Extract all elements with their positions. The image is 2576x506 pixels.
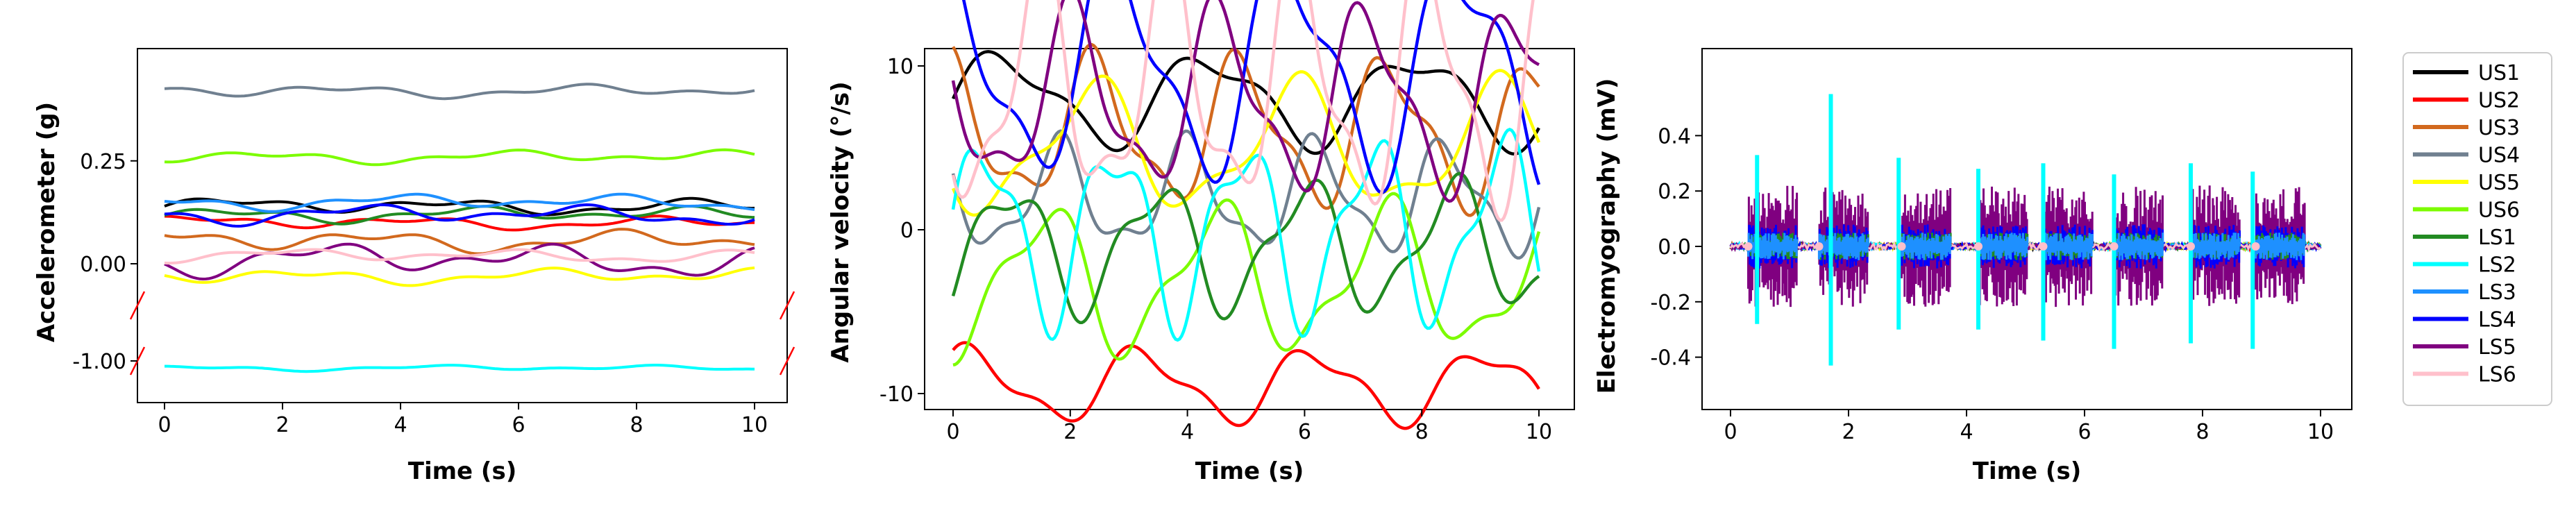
y-tick-label: 0.2 (1658, 180, 1691, 204)
legend-label-ls6: LS6 (2478, 363, 2516, 387)
legend-label-us2: US2 (2478, 89, 2520, 113)
y-axis-label: Electromyography (mV) (1593, 78, 1621, 394)
series-line-us1 (951, 50, 1540, 155)
y-tick-label: -1.00 (72, 350, 126, 374)
series-line-ls2 (951, 128, 1541, 342)
y-tick-label: -0.4 (1650, 346, 1691, 371)
emg-marker (2251, 242, 2260, 251)
legend-label-us6: US6 (2478, 199, 2520, 223)
series-line-ls1 (164, 204, 755, 226)
x-tick-label: 4 (394, 413, 407, 437)
x-tick-label: 2 (1063, 420, 1077, 444)
emg-marker (2187, 242, 2195, 251)
emg-marker (2110, 242, 2119, 251)
emg-marker (1815, 242, 1824, 251)
x-tick-label: 8 (2196, 420, 2209, 444)
x-axis-label: Time (s) (408, 457, 517, 485)
y-tick-label: 0 (900, 219, 914, 243)
axis-break-mark (779, 291, 795, 320)
x-tick-label: 4 (1181, 420, 1194, 444)
emg-bursts-ls3 (1747, 233, 2305, 260)
series-line-ls5 (951, 0, 1540, 203)
y-axis-label: Accelerometer (g) (33, 102, 60, 342)
x-tick-label: 0 (946, 420, 959, 444)
accelerometer-chart: 0 2 4 6 8 10 -1.00 0.00 0.25 Time (s) Acceleromete… (33, 48, 795, 485)
series-line-ls4 (164, 203, 755, 228)
y-tick-label: 10 (887, 55, 914, 79)
plot-frame (1701, 48, 2352, 410)
series-line-us6 (164, 148, 755, 167)
x-tick-label: 6 (2078, 420, 2091, 444)
emg-marker (2039, 242, 2048, 251)
legend-label-ls5: LS5 (2478, 335, 2516, 360)
series-line-us5 (164, 266, 755, 287)
series-line-us6 (952, 192, 1541, 367)
legend-label-ls3: LS3 (2478, 280, 2516, 305)
emg-marker (1897, 242, 1906, 251)
series-line-ls6 (164, 248, 755, 265)
legend-label-us5: US5 (2478, 171, 2520, 195)
plot-frame (137, 48, 788, 403)
series-line-ls1 (951, 171, 1540, 324)
x-tick-label: 4 (1960, 420, 1973, 444)
y-tick-label: 0.25 (80, 150, 126, 174)
axis-break-mark (129, 291, 146, 320)
legend-box (2402, 52, 2552, 406)
series-line-us4 (164, 83, 755, 101)
legend-label-us4: US4 (2478, 144, 2520, 168)
electromyography-chart: 0 2 4 6 8 10 -0.4 -0.2 0.0 0.2 0.4 Time (s) Electrom… (1593, 48, 2352, 485)
series-line-ls4 (962, 0, 1541, 194)
series-line-us3 (164, 228, 755, 255)
x-tick-label: 10 (1526, 420, 1552, 444)
series-line-ls2 (165, 364, 755, 373)
x-axis-label: Time (s) (1973, 457, 2082, 485)
x-tick-label: 0 (1724, 420, 1737, 444)
y-axis-label: Angular velocity (°/s) (827, 81, 855, 362)
x-tick-label: 10 (2307, 420, 2334, 444)
x-tick-label: 2 (1842, 420, 1855, 444)
y-tick-label: 0.4 (1658, 124, 1691, 149)
y-tick-label: 0.00 (80, 253, 126, 277)
emg-marker (1744, 242, 1753, 251)
x-tick-label: 6 (512, 413, 525, 437)
x-tick-label: 8 (630, 413, 643, 437)
legend-label-us3: US3 (2478, 116, 2520, 140)
x-tick-label: 0 (158, 413, 171, 437)
legend-label-ls4: LS4 (2478, 308, 2516, 332)
y-tick-label: -0.2 (1650, 291, 1691, 315)
x-tick-label: 2 (276, 413, 289, 437)
legend-label-us1: US1 (2478, 61, 2520, 85)
series-line-ls3 (164, 192, 755, 213)
series-line-ls6 (951, 0, 1535, 222)
x-tick-label: 6 (1298, 420, 1311, 444)
x-tick-label: 8 (1415, 420, 1429, 444)
y-tick-label: -10 (879, 382, 914, 407)
x-tick-label: 10 (741, 413, 768, 437)
legend-label-ls1: LS1 (2478, 226, 2516, 250)
series-line-us5 (951, 69, 1541, 217)
axis-break-mark (779, 346, 795, 376)
y-tick-label: 0.0 (1658, 235, 1691, 260)
series-line-us2 (952, 341, 1540, 430)
x-axis-label: Time (s) (1195, 457, 1304, 485)
emg-marker (1974, 242, 1982, 251)
legend-label-ls2: LS2 (2478, 253, 2516, 278)
